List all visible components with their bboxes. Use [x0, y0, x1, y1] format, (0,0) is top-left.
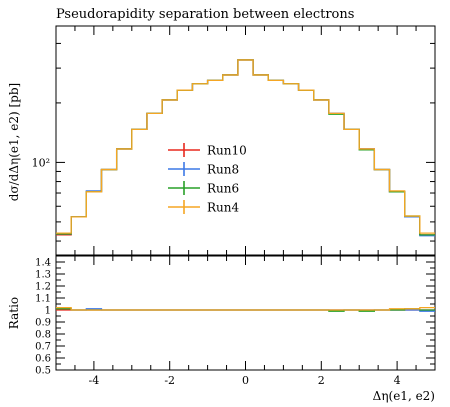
ratio-axis-label: Ratio — [7, 297, 21, 329]
x-tick-label: -2 — [164, 374, 175, 387]
x-tick-label: 2 — [318, 374, 325, 387]
x-axis-ticks: -4 -2 0 2 4 — [55, 26, 436, 387]
ratio-tick-label: 1.3 — [35, 270, 51, 281]
ratio-tick-label: 1.2 — [35, 282, 51, 293]
x-tick-label: 0 — [242, 374, 249, 387]
legend-label: Run8 — [207, 163, 239, 177]
series-run4-ratio-line — [56, 306, 435, 311]
ratio-panel-frame — [55, 255, 436, 371]
y-axis-label: dσ/dΔη(e1, e2) [pb] — [7, 83, 21, 201]
ratio-tick-label: 1.4 — [35, 258, 51, 269]
ratio-histogram — [56, 306, 435, 312]
ratio-tick-label: 0.8 — [35, 330, 51, 341]
y-tick-label: 10² — [32, 156, 50, 169]
ratio-tick-label: 1.1 — [35, 294, 51, 305]
x-tick-label: -4 — [89, 374, 100, 387]
legend-label: Run4 — [207, 201, 239, 215]
ratio-tick-label: 0.5 — [35, 366, 51, 377]
ratio-tick-label: 0.6 — [35, 354, 51, 365]
x-tick-label: 4 — [394, 374, 401, 387]
main-histogram — [56, 59, 435, 237]
ratio-tick-label: 0.9 — [35, 318, 51, 329]
chart-title: Pseudorapidity separation between electr… — [56, 7, 354, 22]
main-axis-ticks: 10² — [32, 42, 435, 242]
x-axis-label: Δη(e1, e2) — [373, 389, 435, 403]
legend: Run10 Run8 Run6 Run4 — [168, 143, 247, 215]
ratio-tick-label: 0.7 — [35, 342, 51, 353]
ratio-tick-label: 1 — [45, 306, 51, 317]
legend-label: Run6 — [207, 182, 239, 196]
series-run4-line — [56, 59, 435, 234]
legend-label: Run10 — [207, 144, 247, 158]
ratio-axis-ticks: 0.50.60.70.80.911.11.21.31.4 — [35, 258, 435, 377]
